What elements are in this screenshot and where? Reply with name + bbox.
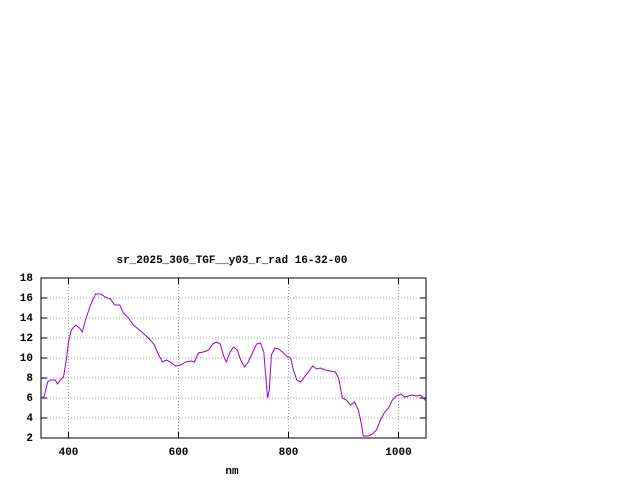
y-tick-label: 14	[20, 313, 34, 325]
y-tick-label: 16	[20, 293, 33, 305]
x-axis-label: nm	[225, 466, 239, 478]
chart-title: sr_2025_306_TGF__y03_r_rad 16-32-00	[116, 255, 347, 267]
y-tick-label: 10	[20, 353, 33, 365]
y-tick-label: 12	[20, 333, 33, 345]
x-tick-label: 800	[279, 447, 299, 459]
y-tick-label: 8	[26, 373, 33, 385]
plot-frame	[40, 277, 427, 439]
y-tick-label: 4	[26, 413, 33, 425]
x-tick-label: 1000	[385, 447, 411, 459]
y-tick-label: 6	[26, 393, 33, 405]
x-tick-label: 600	[169, 447, 189, 459]
y-tick-label: 2	[26, 433, 33, 445]
y-tick-label: 18	[20, 273, 34, 285]
data-line	[41, 293, 427, 437]
x-tick-label: 400	[59, 447, 79, 459]
